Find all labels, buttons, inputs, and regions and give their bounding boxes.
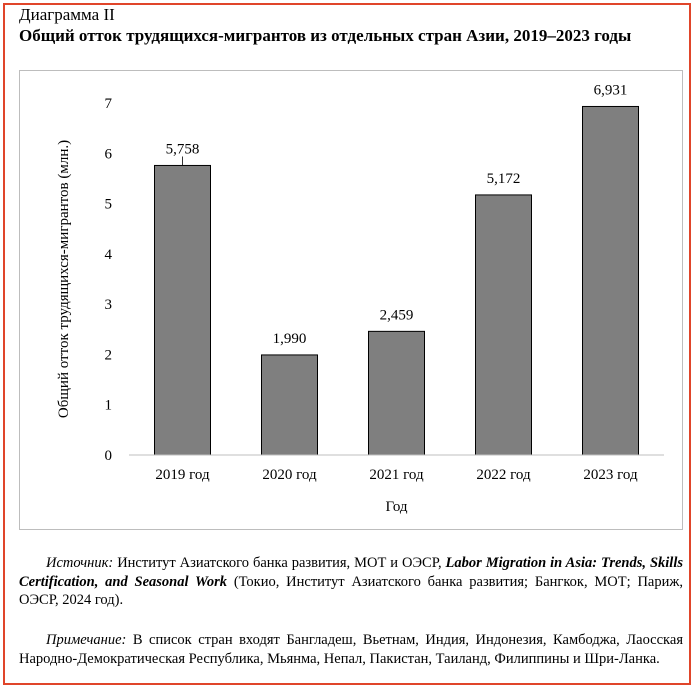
y-tick-label: 1: [105, 398, 113, 414]
chart-area: 0 1 2 3 4 5 6 7 2019 год 2020 год 2021 год 2022 го…: [19, 70, 683, 530]
source-note: Источник: Институт Азиатского банка разв…: [19, 554, 683, 610]
data-label: 5,758: [166, 141, 200, 157]
bar: [368, 330, 425, 456]
y-tick-label: 4: [105, 247, 113, 263]
x-tick-label: 2023 год: [583, 467, 638, 483]
y-tick-label: 3: [105, 297, 113, 313]
x-tick-label: 2022 год: [476, 467, 531, 483]
source-publication-title: Labor Migration in Asia: Trends, Skills …: [19, 555, 683, 590]
y-tick-label: 5: [105, 197, 113, 213]
note-label: Примечание:: [46, 632, 127, 648]
bar: [154, 164, 211, 456]
figure-number: Диаграмма II: [19, 5, 115, 24]
data-label: 1,990: [273, 331, 307, 347]
x-tick-label: 2021 год: [369, 467, 424, 483]
bar: [261, 354, 318, 456]
document-frame: [3, 3, 691, 685]
y-tick-label: 0: [105, 448, 113, 464]
y-tick-label: 7: [105, 96, 113, 112]
source-text: Институт Азиатского банка развития, МОТ …: [113, 555, 446, 571]
y-tick-label: 2: [105, 347, 113, 363]
countries-note: Примечание: В список стран входят Бангла…: [19, 631, 683, 668]
x-tick-label: 2019 год: [155, 467, 210, 483]
chart-title: Общий отток трудящихся-мигрантов из отде…: [19, 26, 632, 45]
x-axis-title: Год: [385, 499, 407, 515]
source-text-end: (Токио, Институт Азиатского банка развит…: [19, 573, 683, 609]
note-text: В список стран входят Бангладеш, Вьетнам…: [19, 632, 683, 667]
source-label: Источник:: [46, 555, 114, 571]
y-axis-title: Общий отток трудящихся-мигрантов (млн.): [56, 140, 72, 418]
data-label: 2,459: [380, 307, 414, 323]
data-label: 6,931: [594, 82, 628, 98]
y-tick-label: 6: [105, 146, 113, 162]
bar: [582, 105, 639, 456]
data-label: 5,172: [487, 171, 521, 187]
bar-chart: 0 1 2 3 4 5 6 7 2019 год 2020 год 2021 год 2022 го…: [56, 82, 664, 515]
bar: [475, 194, 532, 456]
x-tick-label: 2020 год: [262, 467, 317, 483]
